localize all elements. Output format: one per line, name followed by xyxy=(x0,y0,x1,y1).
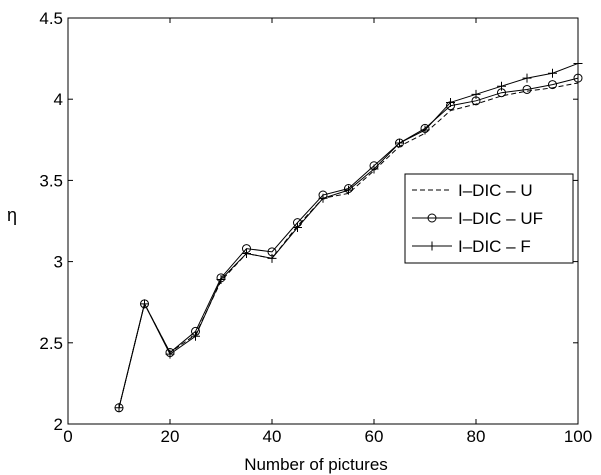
data-point xyxy=(318,193,328,203)
y-tick-label: 4 xyxy=(54,90,63,109)
legend-label: I–DIC – U xyxy=(458,181,533,200)
data-point xyxy=(420,125,430,135)
y-tick-label: 3.5 xyxy=(39,171,63,190)
data-point xyxy=(114,403,124,413)
legend-marker xyxy=(427,213,437,223)
data-point xyxy=(293,222,302,232)
data-point xyxy=(522,84,532,94)
y-tick-label: 2 xyxy=(54,415,63,434)
legend-item: I–DIC – U xyxy=(412,181,533,200)
x-tick-label: 60 xyxy=(365,427,384,446)
data-point xyxy=(369,164,379,174)
legend-marker xyxy=(427,241,437,251)
legend: I–DIC – U I–DIC – UF I–DIC – F xyxy=(404,173,574,264)
data-point xyxy=(522,73,532,83)
x-axis-label: Number of pictures xyxy=(244,455,388,474)
data-point xyxy=(446,97,455,107)
y-tick-label: 3 xyxy=(54,253,63,272)
series-3 xyxy=(114,58,583,413)
legend-items: I–DIC – U I–DIC – UF I–DIC – F xyxy=(412,181,543,256)
ticks-layer: 0 20 40 60 80 100 2 2.5 3 3.5 4 4.5 xyxy=(39,9,592,446)
data-point xyxy=(471,89,481,99)
legend-label: I–DIC – F xyxy=(458,237,531,256)
x-tick-label: 40 xyxy=(263,427,282,446)
data-point xyxy=(395,138,404,148)
data-point xyxy=(165,349,175,359)
y-tick-label: 4.5 xyxy=(39,9,63,28)
x-tick-label: 80 xyxy=(467,427,486,446)
legend-item: I–DIC – UF xyxy=(412,209,543,228)
data-point xyxy=(548,80,557,90)
data-point xyxy=(216,274,226,284)
x-tick-label: 100 xyxy=(564,427,592,446)
y-tick-label: 2.5 xyxy=(39,334,63,353)
data-point xyxy=(548,68,557,78)
data-point xyxy=(344,185,353,195)
legend-label: I–DIC – UF xyxy=(458,209,543,228)
data-point xyxy=(267,253,277,263)
data-point xyxy=(191,331,200,341)
data-point xyxy=(242,248,251,258)
plot-frame xyxy=(67,17,579,425)
data-point xyxy=(140,299,149,309)
y-axis-label: η xyxy=(7,205,17,225)
data-point xyxy=(497,81,506,91)
x-tick-label: 20 xyxy=(161,427,180,446)
x-tick-label: 0 xyxy=(63,427,72,446)
series-layer xyxy=(114,58,583,413)
legend-item: I–DIC – F xyxy=(412,237,531,256)
